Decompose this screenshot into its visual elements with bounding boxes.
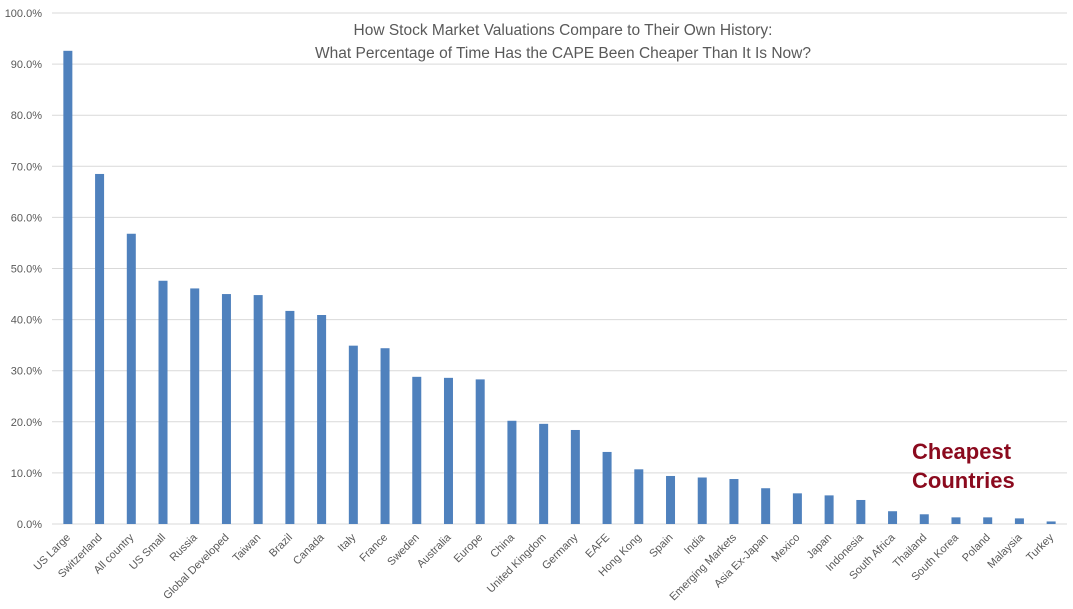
bar <box>729 479 739 524</box>
y-tick-label: 10.0% <box>11 468 42 480</box>
x-tick-label: Japan <box>805 532 835 562</box>
bar <box>190 288 200 524</box>
x-tick-label: EAFE <box>583 532 612 561</box>
bar <box>539 423 549 524</box>
y-tick-label: 0.0% <box>17 519 42 531</box>
bar <box>602 451 612 524</box>
x-tick-label: Italy <box>336 531 359 554</box>
bar <box>824 495 834 524</box>
x-tick-label: Malaysia <box>985 531 1025 571</box>
y-tick-label: 70.0% <box>11 161 42 173</box>
bar <box>570 429 580 524</box>
y-tick-label: 90.0% <box>11 59 42 71</box>
chart-title-line-2: What Percentage of Time Has the CAPE Bee… <box>315 45 811 62</box>
bar <box>126 233 136 524</box>
bar <box>856 499 866 524</box>
bar <box>380 348 390 524</box>
x-tick-label: Canada <box>291 531 327 567</box>
x-tick-label: Germany <box>540 531 581 572</box>
bar <box>761 488 771 524</box>
x-tick-label: Spain <box>647 532 675 560</box>
bar <box>285 310 295 524</box>
bar <box>63 50 73 525</box>
bar <box>475 379 485 524</box>
chart-title-line-1: How Stock Market Valuations Compare to T… <box>354 22 773 39</box>
x-tick-label: Australia <box>415 531 454 570</box>
annotation-line-1: Cheapest <box>912 439 1012 464</box>
y-tick-label: 50.0% <box>11 264 42 276</box>
bar <box>158 280 168 524</box>
bar <box>348 345 358 524</box>
y-tick-label: 100.0% <box>5 8 43 20</box>
x-tick-label: Turkey <box>1024 531 1056 563</box>
y-tick-label: 60.0% <box>11 212 42 224</box>
bar <box>634 469 644 524</box>
x-tick-label: Taiwan <box>231 532 264 565</box>
y-tick-label: 30.0% <box>11 366 42 378</box>
bar <box>412 376 422 524</box>
y-tick-label: 40.0% <box>11 315 42 327</box>
bars <box>63 50 1056 525</box>
bar <box>1046 521 1056 524</box>
bar <box>253 295 263 524</box>
bar <box>919 514 929 524</box>
y-tick-label: 80.0% <box>11 110 42 122</box>
bar <box>443 377 453 524</box>
x-tick-label: China <box>488 531 517 560</box>
bar <box>666 475 676 524</box>
bar <box>983 517 993 524</box>
bar <box>951 517 961 524</box>
bar <box>317 315 327 524</box>
x-tick-label: Brazil <box>267 532 295 560</box>
x-tick-label: Europe <box>452 532 486 566</box>
x-tick-label: Mexico <box>769 532 802 565</box>
y-axis-ticks: 0.0% 10.0% 20.0% 30.0% 40.0% 50.0% 60.0% 70.0% 8… <box>5 8 43 531</box>
y-tick-label: 20.0% <box>11 417 42 429</box>
x-tick-label: India <box>682 531 708 557</box>
bar <box>792 493 802 524</box>
bar <box>888 511 898 524</box>
gridlines <box>52 12 1067 525</box>
bar <box>95 173 105 524</box>
bar <box>1014 518 1024 524</box>
bar <box>697 477 707 524</box>
bar <box>221 294 231 524</box>
annotation-line-2: Countries <box>912 468 1015 493</box>
bar <box>507 420 517 524</box>
